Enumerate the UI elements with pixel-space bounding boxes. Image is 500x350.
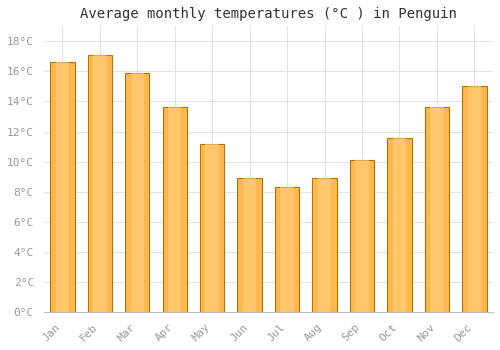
- Bar: [238, 178, 262, 312]
- Bar: [424, 107, 449, 312]
- Bar: [430, 107, 444, 312]
- Bar: [93, 55, 106, 312]
- Bar: [243, 178, 256, 312]
- Bar: [88, 55, 112, 312]
- Bar: [356, 160, 368, 312]
- Bar: [350, 160, 374, 312]
- Bar: [392, 138, 406, 312]
- Title: Average monthly temperatures (°C ) in Penguin: Average monthly temperatures (°C ) in Pe…: [80, 7, 457, 21]
- Bar: [200, 144, 224, 312]
- Bar: [280, 187, 294, 312]
- Bar: [312, 178, 336, 312]
- Bar: [130, 73, 144, 312]
- Bar: [50, 62, 74, 312]
- Bar: [462, 86, 486, 312]
- Bar: [275, 187, 299, 312]
- Bar: [468, 86, 481, 312]
- Bar: [125, 73, 150, 312]
- Bar: [56, 62, 69, 312]
- Bar: [388, 138, 411, 312]
- Bar: [162, 107, 187, 312]
- Bar: [318, 178, 331, 312]
- Bar: [168, 107, 181, 312]
- Bar: [206, 144, 219, 312]
